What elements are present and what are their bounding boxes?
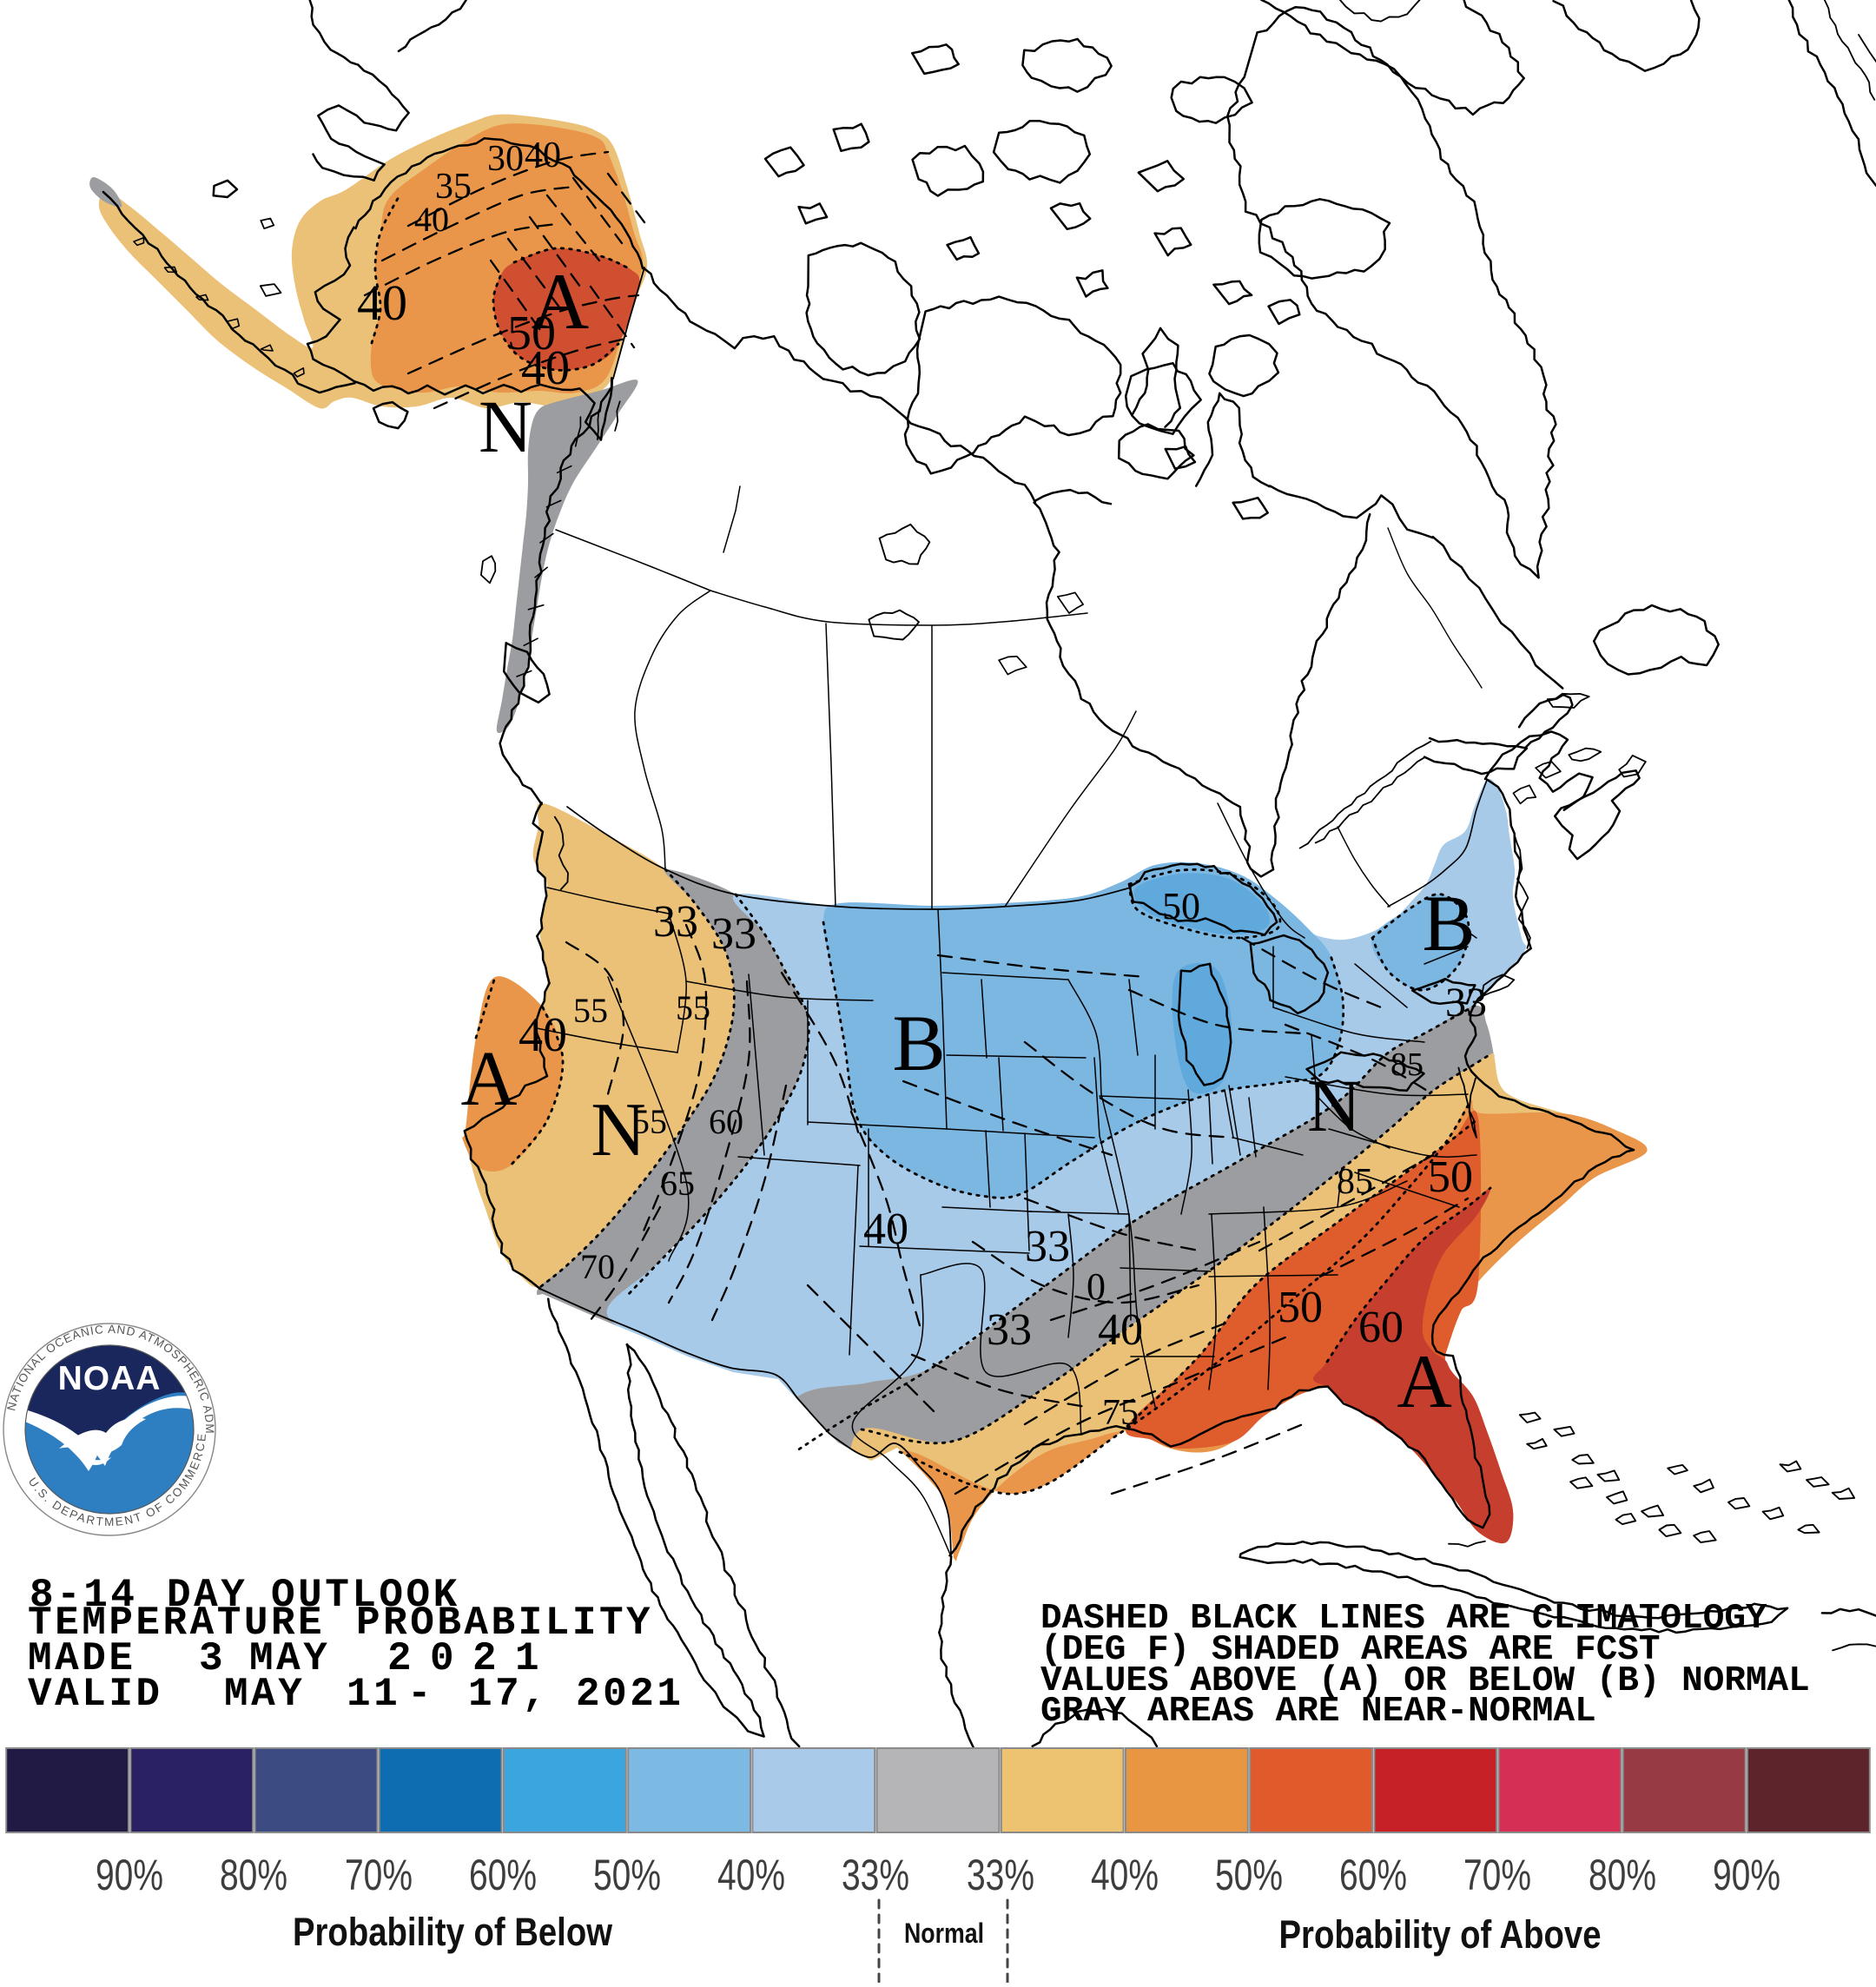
- svg-text:60%: 60%: [1339, 1851, 1407, 1899]
- svg-text:50: 50: [1428, 1152, 1473, 1202]
- svg-text:50: 50: [507, 307, 556, 360]
- svg-text:40%: 40%: [717, 1851, 785, 1899]
- svg-text:A: A: [532, 257, 589, 346]
- svg-text:A: A: [461, 1036, 518, 1122]
- svg-text:33%: 33%: [842, 1851, 909, 1899]
- svg-text:55: 55: [632, 1102, 667, 1141]
- svg-text:40: 40: [519, 1008, 567, 1062]
- svg-text:33: 33: [711, 909, 756, 959]
- svg-text:NOAA: NOAA: [58, 1360, 162, 1397]
- svg-text:33: 33: [1445, 980, 1487, 1026]
- svg-text:Probability of Above: Probability of Above: [1279, 1912, 1602, 1957]
- svg-text:70%: 70%: [345, 1851, 413, 1899]
- svg-text:85: 85: [1337, 1162, 1373, 1202]
- svg-text:33: 33: [987, 1305, 1032, 1355]
- svg-text:A: A: [1397, 1340, 1452, 1424]
- svg-text:30: 30: [487, 139, 524, 179]
- svg-text:90%: 90%: [1713, 1851, 1780, 1899]
- svg-text:80%: 80%: [220, 1851, 287, 1899]
- svg-text:50%: 50%: [1215, 1851, 1283, 1899]
- svg-text:60: 60: [709, 1102, 743, 1141]
- svg-text:65: 65: [660, 1164, 695, 1203]
- svg-text:N: N: [479, 385, 532, 468]
- svg-text:35: 35: [435, 167, 472, 207]
- svg-text:50%: 50%: [593, 1851, 661, 1899]
- svg-text:33%: 33%: [967, 1851, 1034, 1899]
- svg-text:40: 40: [521, 341, 570, 395]
- svg-text:B: B: [892, 999, 945, 1087]
- svg-text:70: 70: [580, 1247, 615, 1286]
- svg-text:VALUES ABOVE (A) OR BELOW (B): VALUES ABOVE (A) OR BELOW (B) NORMAL: [1040, 1661, 1810, 1701]
- svg-text:B: B: [1422, 879, 1475, 967]
- svg-text:Normal: Normal: [904, 1918, 984, 1949]
- svg-text:40: 40: [357, 274, 407, 331]
- svg-text:(DEG F) SHADED AREAS ARE FCST: (DEG F) SHADED AREAS ARE FCST: [1040, 1630, 1661, 1670]
- svg-text:40: 40: [863, 1205, 908, 1254]
- svg-text:40: 40: [525, 135, 561, 175]
- svg-text:80%: 80%: [1589, 1851, 1656, 1899]
- svg-text:60: 60: [1358, 1303, 1404, 1352]
- svg-text:N: N: [1307, 1064, 1361, 1147]
- svg-text:40%: 40%: [1091, 1851, 1159, 1899]
- svg-text:70%: 70%: [1463, 1851, 1531, 1899]
- svg-text:DASHED BLACK LINES ARE CLIMATO: DASHED BLACK LINES ARE CLIMATOLOGY: [1040, 1599, 1767, 1639]
- svg-text:50: 50: [1278, 1283, 1323, 1332]
- svg-text:N: N: [591, 1088, 646, 1172]
- svg-text:55: 55: [573, 991, 608, 1030]
- svg-text:GRAY AREAS ARE NEAR-NORMAL: GRAY AREAS ARE NEAR-NORMAL: [1040, 1692, 1596, 1732]
- svg-text:75: 75: [1102, 1393, 1139, 1433]
- svg-text:60%: 60%: [469, 1851, 537, 1899]
- svg-text:33: 33: [653, 897, 698, 947]
- svg-text:55: 55: [676, 988, 710, 1027]
- svg-text:40: 40: [1098, 1305, 1143, 1355]
- svg-text:0: 0: [1087, 1265, 1106, 1308]
- svg-text:90%: 90%: [96, 1851, 163, 1899]
- svg-text:40: 40: [414, 200, 449, 239]
- svg-text:Probability of Below: Probability of Below: [293, 1910, 613, 1954]
- svg-text:85: 85: [1390, 1046, 1424, 1083]
- svg-text:33: 33: [1025, 1222, 1070, 1271]
- svg-text:50: 50: [1162, 885, 1200, 927]
